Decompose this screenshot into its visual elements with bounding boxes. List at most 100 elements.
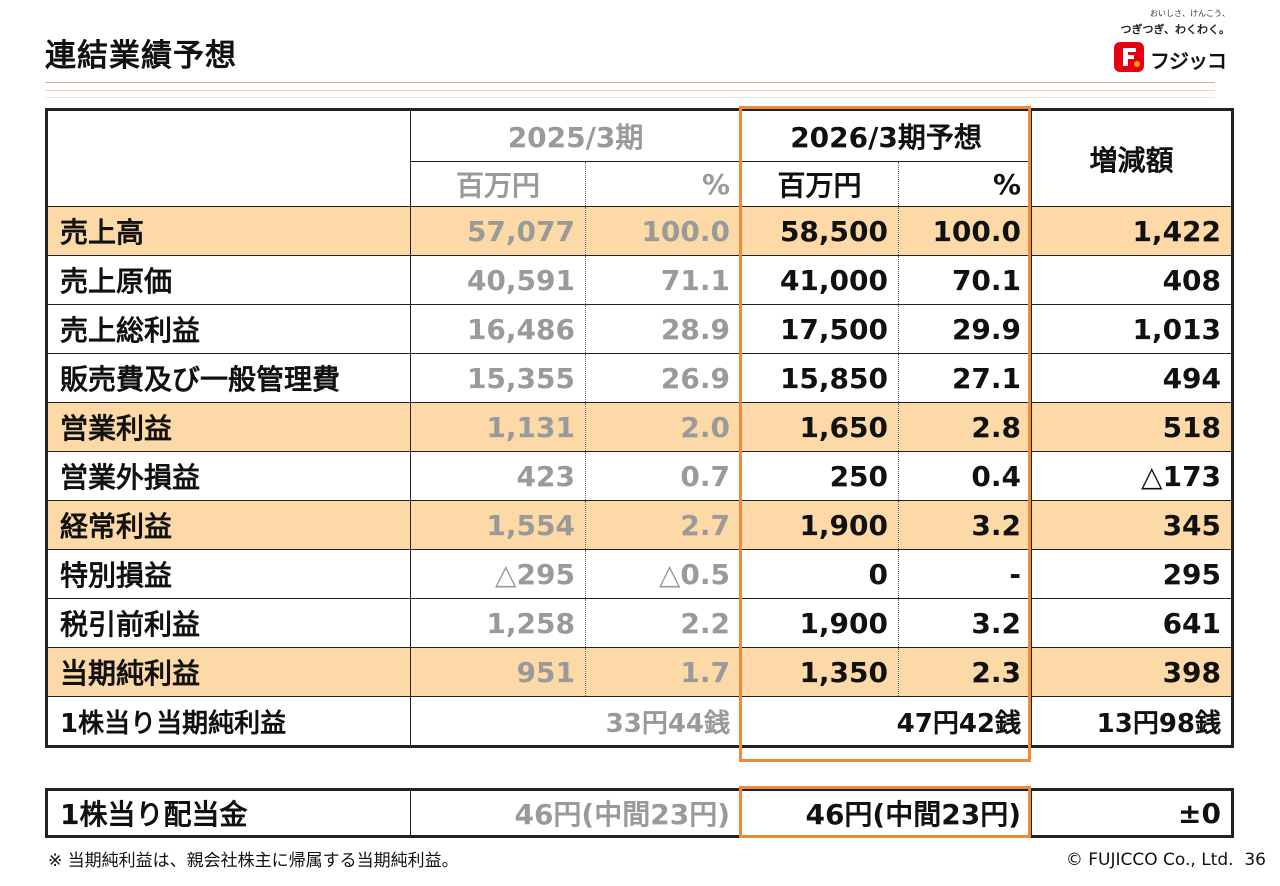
forecast-percent: 2.3 — [898, 647, 1033, 697]
forecast-million: 0 — [740, 549, 900, 599]
prev-million: 951 — [410, 647, 586, 697]
change-amount: 641 — [1031, 598, 1235, 648]
prev-million: 40,591 — [410, 255, 586, 305]
forecast-percent: 0.4 — [898, 451, 1033, 501]
table-row: 税引前利益 1,258 2.2 1,900 3.2 641 — [45, 598, 1235, 648]
prev-million: 423 — [410, 451, 586, 501]
prev-percent: 2.0 — [585, 402, 742, 452]
prev-percent: 26.9 — [585, 353, 742, 403]
row-label: 販売費及び一般管理費 — [45, 353, 411, 403]
change-amount: 494 — [1031, 353, 1235, 403]
forecast-million: 58,500 — [740, 206, 900, 256]
forecast-million: 1,900 — [740, 500, 900, 550]
title-divider — [45, 90, 1215, 91]
change-amount: 398 — [1031, 647, 1235, 697]
eps-change: 13円98銭 — [1031, 696, 1235, 748]
eps-forecast: 47円42銭 — [740, 696, 1033, 748]
header-change: 増減額 — [1031, 108, 1235, 207]
prev-percent: 2.2 — [585, 598, 742, 648]
prev-million: 57,077 — [410, 206, 586, 256]
forecast-million: 1,350 — [740, 647, 900, 697]
forecast-percent: 27.1 — [898, 353, 1033, 403]
row-label: 特別損益 — [45, 549, 411, 599]
header-cur-million: 百万円 — [740, 161, 900, 207]
row-label: 当期純利益 — [45, 647, 411, 697]
change-amount: 345 — [1031, 500, 1235, 550]
forecast-million: 1,900 — [740, 598, 900, 648]
prev-percent: 28.9 — [585, 304, 742, 354]
forecast-percent: 70.1 — [898, 255, 1033, 305]
dividend-prev: 46円(中間23円) — [410, 788, 741, 838]
dividend-change: ±0 — [1031, 788, 1234, 838]
prev-million: 1,258 — [410, 598, 586, 648]
change-amount: 1,013 — [1031, 304, 1235, 354]
table-row: 経常利益 1,554 2.7 1,900 3.2 345 — [45, 500, 1235, 550]
forecast-table: 2025/3期 2026/3期予想 増減額 百万円 % 百万円 % 売上高 57,… — [45, 108, 1235, 748]
change-amount: 408 — [1031, 255, 1235, 305]
prev-percent: 100.0 — [585, 206, 742, 256]
prev-percent: 1.7 — [585, 647, 742, 697]
dividend-forecast: 46円(中間23円) — [740, 788, 1032, 838]
table-row: 販売費及び一般管理費 15,355 26.9 15,850 27.1 494 — [45, 353, 1235, 403]
prev-percent: 2.7 — [585, 500, 742, 550]
title-divider — [45, 97, 1215, 98]
prev-million: 1,554 — [410, 500, 586, 550]
change-amount: 1,422 — [1031, 206, 1235, 256]
forecast-percent: - — [898, 549, 1033, 599]
table-row: 営業利益 1,131 2.0 1,650 2.8 518 — [45, 402, 1235, 452]
eps-prev: 33円44銭 — [410, 696, 742, 748]
prev-percent: △0.5 — [585, 549, 742, 599]
row-label: 税引前利益 — [45, 598, 411, 648]
page-title: 連結業績予想 — [45, 38, 237, 74]
logo-slogan-small: おいしさ、けんこう、 — [1150, 9, 1230, 18]
row-label: 経常利益 — [45, 500, 411, 550]
header-forecast-period: 2026/3期予想 — [740, 108, 1033, 162]
table-row: 特別損益 △295 △0.5 0-295 — [45, 549, 1235, 599]
copyright-text: © FUJICCO Co., Ltd. — [1065, 850, 1234, 870]
fujicco-mark-icon — [1114, 42, 1144, 72]
header-cur-percent: % — [898, 161, 1033, 207]
company-logo: おいしさ、けんこう、 つぎつぎ、わくわく。 フジッコ — [1112, 8, 1232, 74]
logo-slogan: つぎつぎ、わくわく。 — [1120, 23, 1230, 36]
row-label: 営業外損益 — [45, 451, 411, 501]
forecast-percent: 3.2 — [898, 500, 1033, 550]
logo-name: フジッコ — [1150, 49, 1227, 73]
prev-million: 16,486 — [410, 304, 586, 354]
dividend-table: 1株当り配当金 46円(中間23円) 46円(中間23円) ±0 — [45, 788, 1234, 838]
eps-label: 1株当り当期純利益 — [45, 696, 411, 748]
eps-row: 1株当り当期純利益 33円44銭 47円42銭 13円98銭 — [45, 696, 1235, 748]
header-prev-million: 百万円 — [410, 161, 586, 207]
change-amount: 518 — [1031, 402, 1235, 452]
dividend-label: 1株当り配当金 — [45, 788, 411, 838]
title-divider — [45, 82, 1215, 83]
row-label: 売上総利益 — [45, 304, 411, 354]
forecast-percent: 100.0 — [898, 206, 1033, 256]
header-blank — [45, 108, 411, 207]
prev-million: △295 — [410, 549, 586, 599]
forecast-million: 250 — [740, 451, 900, 501]
table-row: 売上原価 40,591 71.1 41,000 70.1 408 — [45, 255, 1235, 305]
table-row: 売上総利益 16,486 28.9 17,500 29.9 1,013 — [45, 304, 1235, 354]
change-amount: 295 — [1031, 549, 1235, 599]
page-number: 36 — [1244, 850, 1266, 870]
header-prev-percent: % — [585, 161, 742, 207]
prev-million: 15,355 — [410, 353, 586, 403]
forecast-million: 17,500 — [740, 304, 900, 354]
prev-percent: 71.1 — [585, 255, 742, 305]
table-row: 営業外損益 423 0.7 250 0.4 △173 — [45, 451, 1235, 501]
row-label: 売上原価 — [45, 255, 411, 305]
footnote: ※ 当期純利益は、親会社株主に帰属する当期純利益。 — [48, 851, 459, 871]
table-row: 売上高 57,077 100.0 58,500 100.0 1,422 — [45, 206, 1235, 256]
forecast-million: 41,000 — [740, 255, 900, 305]
forecast-million: 15,850 — [740, 353, 900, 403]
change-amount: △173 — [1031, 451, 1235, 501]
header-prev-period: 2025/3期 — [410, 108, 742, 162]
forecast-percent: 3.2 — [898, 598, 1033, 648]
forecast-percent: 2.8 — [898, 402, 1033, 452]
copyright: © FUJICCO Co., Ltd. 36 — [1066, 850, 1266, 870]
row-label: 営業利益 — [45, 402, 411, 452]
forecast-percent: 29.9 — [898, 304, 1033, 354]
prev-percent: 0.7 — [585, 451, 742, 501]
prev-million: 1,131 — [410, 402, 586, 452]
forecast-million: 1,650 — [740, 402, 900, 452]
